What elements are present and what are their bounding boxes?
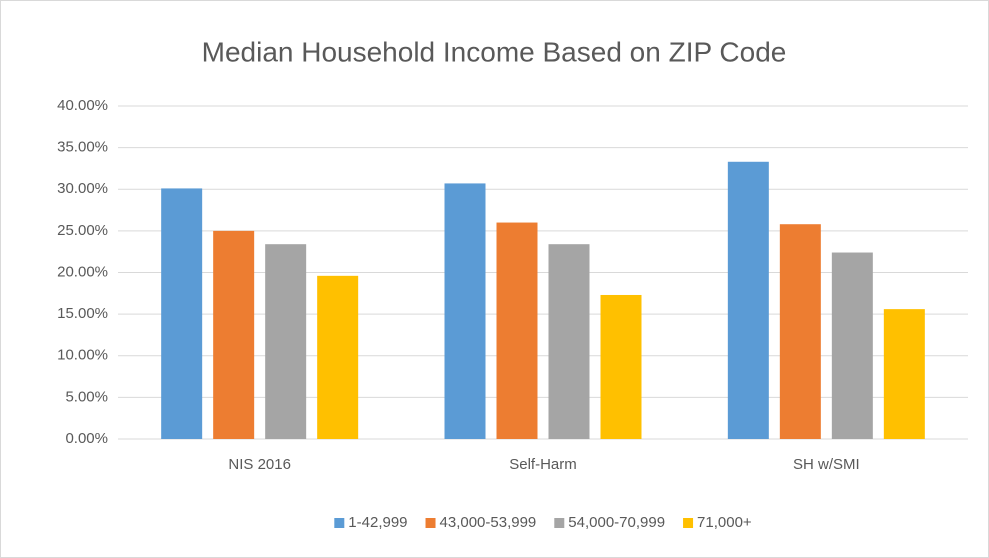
y-tick-label: 35.00% (57, 139, 108, 156)
legend-swatch (554, 518, 565, 528)
legend-swatch (425, 518, 436, 528)
x-tick-label: SH w/SMI (793, 456, 860, 473)
bar (600, 294, 642, 439)
legend-label: 54,000-70,999 (568, 514, 665, 531)
legend-label: 43,000-53,999 (440, 514, 537, 531)
legend-swatch (334, 518, 345, 528)
bar (548, 244, 590, 439)
legend-label: 1-42,999 (348, 514, 407, 531)
bar (265, 244, 307, 439)
chart-title: Median Household Income Based on ZIP Cod… (202, 36, 787, 67)
y-tick-label: 30.00% (57, 180, 108, 197)
y-tick-label: 10.00% (57, 347, 108, 364)
y-tick-label: 15.00% (57, 305, 108, 322)
bar (444, 183, 486, 439)
y-tick-label: 0.00% (65, 430, 108, 447)
bar (317, 275, 359, 439)
bar (779, 224, 821, 439)
bar (831, 252, 873, 439)
bar (883, 309, 925, 439)
legend-swatch (683, 518, 694, 528)
x-tick-label: NIS 2016 (228, 456, 291, 473)
y-tick-label: 40.00% (57, 97, 108, 114)
bar (161, 188, 203, 439)
y-tick-label: 5.00% (65, 388, 108, 405)
bar (213, 230, 255, 439)
legend: 1-42,999 43,000-53,999 54,000-70,999 71,000… (334, 514, 752, 531)
bar (727, 161, 769, 439)
legend-label: 71,000+ (697, 514, 752, 531)
x-tick-label: Self-Harm (509, 456, 577, 473)
bar (496, 222, 538, 439)
y-tick-label: 20.00% (57, 263, 108, 280)
y-tick-label: 25.00% (57, 222, 108, 239)
